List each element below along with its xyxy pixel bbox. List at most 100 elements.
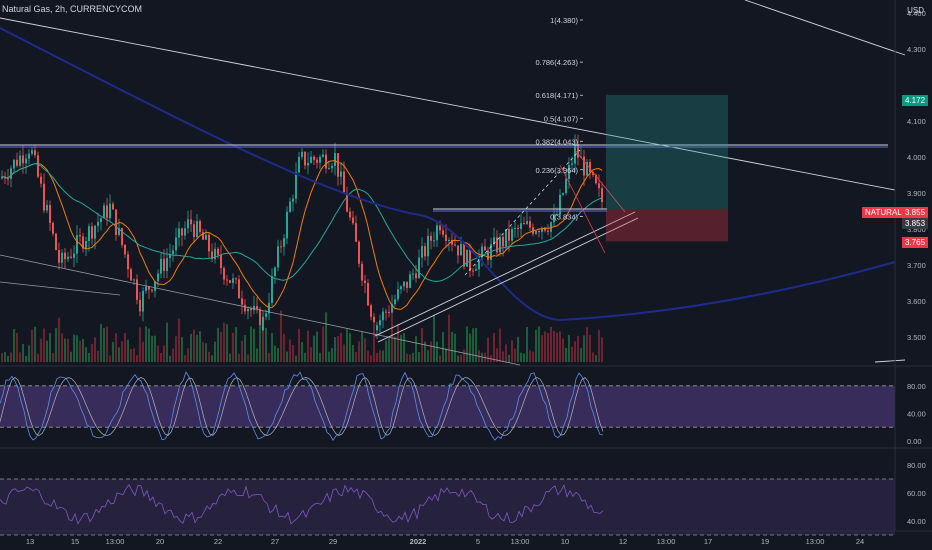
volume-bar xyxy=(283,333,285,362)
trendline-left[interactable] xyxy=(0,281,121,296)
time-axis[interactable]: 13 15 13:00 20 22 27 29 2022 5 13:00 10 12 13:00 17 19… xyxy=(0,530,932,546)
time-tick-label: 27 xyxy=(271,537,279,546)
volume-bar xyxy=(559,331,561,362)
candle-body xyxy=(181,228,183,236)
candle-body xyxy=(154,281,156,291)
volume-bar xyxy=(37,353,39,362)
candle-body xyxy=(463,243,465,267)
candle-body xyxy=(202,232,204,240)
volume-bar xyxy=(274,345,276,362)
candle-body xyxy=(430,235,432,241)
volume-bar xyxy=(508,354,510,362)
volume-bar xyxy=(514,348,516,362)
candle-body xyxy=(460,243,462,256)
channel-line-upper[interactable] xyxy=(374,211,636,337)
candle-body xyxy=(415,273,417,279)
candle-body xyxy=(55,233,57,251)
candle-body xyxy=(316,159,318,163)
volume-bar xyxy=(148,328,150,362)
time-tick-label: 10 xyxy=(561,537,569,546)
candle-body xyxy=(289,201,291,212)
candle-body xyxy=(1,176,3,179)
volume-bar xyxy=(196,334,198,362)
symbol-title[interactable]: Natural Gas, 2h, CURRENCYCOM xyxy=(2,4,143,14)
stop-zone[interactable] xyxy=(606,209,728,242)
wedge-line-upper[interactable] xyxy=(574,149,626,213)
fib-level-label: 0.618(4.171) xyxy=(535,91,578,100)
candle-body xyxy=(211,251,213,260)
volume-bar xyxy=(229,353,231,362)
candle-body xyxy=(100,218,102,222)
price-axis[interactable]: 4.400 4.300 4.100 4.000 3.900 3.800 3.700 3.600… xyxy=(894,0,926,530)
stoch-tick-label: 40.00 xyxy=(907,409,926,418)
trendline-top-right[interactable] xyxy=(744,0,906,56)
volume-bar xyxy=(433,314,435,362)
price-tick-label: 3.900 xyxy=(907,189,926,198)
fib-level-label: 0.382(4.043) xyxy=(535,137,578,146)
volume-bar xyxy=(307,330,309,362)
volume-bar xyxy=(286,351,288,362)
volume-bar xyxy=(445,348,447,362)
candle-body xyxy=(562,193,564,195)
candle-body xyxy=(280,246,282,248)
volume-bar xyxy=(1,353,3,362)
volume-bar xyxy=(157,345,159,362)
volume-bar xyxy=(451,331,453,362)
volume-bar xyxy=(580,348,582,362)
channel-line-lower[interactable] xyxy=(377,217,639,343)
target-zone[interactable] xyxy=(606,94,728,209)
volume-bar xyxy=(46,340,48,362)
candle-body xyxy=(73,253,75,258)
candle-body xyxy=(148,286,150,290)
fib-anchor-line[interactable] xyxy=(464,149,581,276)
price-tick-label: 4.300 xyxy=(907,45,926,54)
volume-bar xyxy=(289,339,291,362)
volume-bar xyxy=(31,329,33,362)
candle-body xyxy=(19,155,21,166)
volume-bar xyxy=(79,340,81,362)
candle-body xyxy=(223,268,225,280)
candle-body xyxy=(379,320,381,326)
volume-bar xyxy=(538,326,540,362)
volume-bar xyxy=(244,335,246,362)
volume-bar xyxy=(511,340,513,362)
time-tick-label: 17 xyxy=(704,537,712,546)
candle-body xyxy=(265,313,267,317)
volume-bar xyxy=(154,335,156,362)
candle-body xyxy=(61,252,63,263)
candle-body xyxy=(43,183,45,211)
volume-bar xyxy=(535,329,537,362)
volume-bar xyxy=(352,345,354,362)
volume-bar xyxy=(493,332,495,362)
volume-bar xyxy=(358,341,360,362)
candle-body xyxy=(484,246,486,251)
time-tick-label: 13:00 xyxy=(106,537,125,546)
trendline-lower[interactable] xyxy=(0,254,521,366)
candle-body xyxy=(346,193,348,212)
candle-body xyxy=(82,236,84,249)
volume-bar xyxy=(409,354,411,362)
candle-body xyxy=(160,258,162,274)
trendline-upper[interactable] xyxy=(0,17,896,191)
volume-bar xyxy=(586,327,588,362)
candle-body xyxy=(64,252,66,260)
chart-drawings[interactable]: 1(4.380) 0.786(4.263) 0.618(4.171) 0.5(4.10… xyxy=(0,0,906,366)
candle-body xyxy=(124,244,126,255)
candle-body xyxy=(487,250,489,260)
wedge-line-lower[interactable] xyxy=(559,164,606,254)
fib-level-label: 0.5(4.107) xyxy=(544,114,579,123)
candle-body xyxy=(349,211,351,218)
price-pane[interactable] xyxy=(0,27,896,343)
candle-body xyxy=(151,289,153,291)
stoch-rsi-pane[interactable]: 80.00 40.00 0.00 xyxy=(0,365,932,446)
currency-label: USD xyxy=(907,6,924,15)
candle-body xyxy=(436,225,438,241)
rsi-pane[interactable]: 80.00 60.00 40.00 xyxy=(0,447,932,536)
candle-body xyxy=(589,162,591,173)
candle-body xyxy=(439,225,441,231)
candle-body xyxy=(244,304,246,312)
volume-bar xyxy=(349,333,351,362)
trendline-short[interactable] xyxy=(874,359,906,363)
